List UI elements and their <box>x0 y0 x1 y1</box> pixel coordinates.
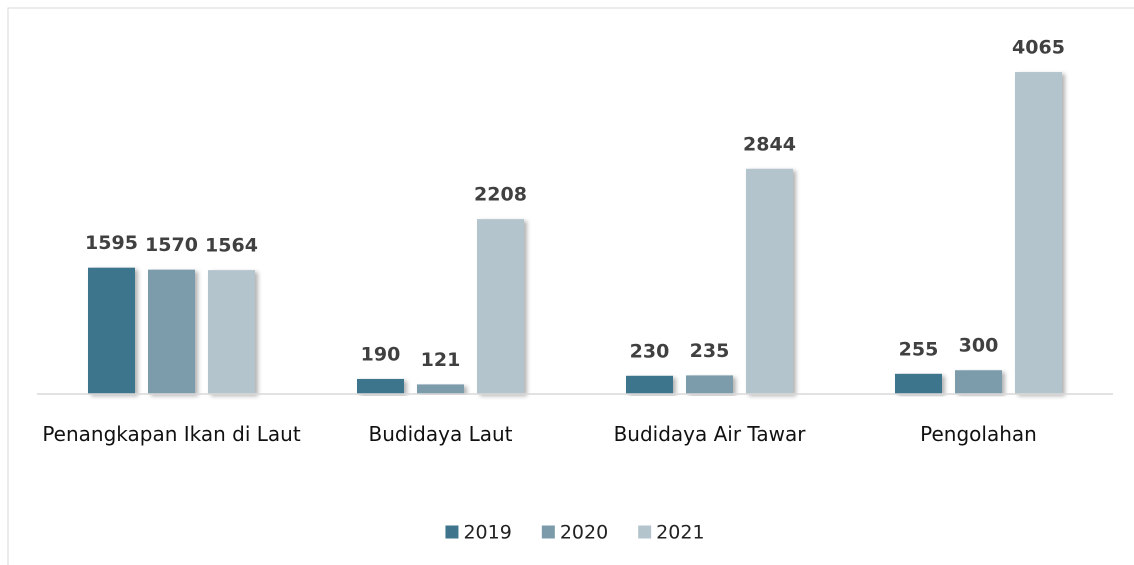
value-label: 2208 <box>474 184 527 206</box>
chart-border <box>7 7 1134 565</box>
legend-label: 2019 <box>463 522 511 544</box>
value-label: 4065 <box>1012 37 1065 59</box>
bar <box>955 370 1002 394</box>
x-tick-label: Budidaya Laut <box>368 422 513 446</box>
value-label: 255 <box>899 338 939 360</box>
value-label: 1570 <box>145 234 198 256</box>
value-label: 1595 <box>85 232 138 254</box>
x-label-box: Budidaya Laut <box>368 422 513 446</box>
legend-label: 2021 <box>656 522 704 544</box>
value-label: 1564 <box>205 235 258 257</box>
x-label-box: Budidaya Air Tawar <box>613 422 806 446</box>
bar <box>148 269 195 394</box>
bar <box>626 375 673 394</box>
bar <box>895 373 942 394</box>
legend: 2019 2020 2021 <box>445 522 705 544</box>
value-label: 230 <box>630 340 670 362</box>
x-tick-label: Pengolahan <box>920 422 1037 446</box>
bar <box>746 168 793 394</box>
bar <box>1015 72 1062 394</box>
bar <box>686 375 733 394</box>
value-label: 2844 <box>743 133 796 155</box>
value-label: 190 <box>361 343 401 365</box>
bar <box>477 219 524 394</box>
value-label: 300 <box>959 335 999 357</box>
x-tick-label: Budidaya Air Tawar <box>613 422 806 446</box>
x-tick-label: Penangkapan Ikan di Laut <box>42 422 301 446</box>
value-label: 235 <box>690 340 730 362</box>
value-label: 121 <box>421 349 461 371</box>
bar <box>88 267 135 394</box>
legend-swatch <box>541 525 555 539</box>
legend-swatch <box>445 525 459 539</box>
legend-swatch <box>638 525 652 539</box>
x-label-box: Penangkapan Ikan di Laut <box>42 422 301 446</box>
x-label-box: Pengolahan <box>920 422 1037 446</box>
bar <box>357 378 404 394</box>
legend-label: 2020 <box>560 522 608 544</box>
bar <box>417 384 464 394</box>
bar <box>208 270 255 394</box>
